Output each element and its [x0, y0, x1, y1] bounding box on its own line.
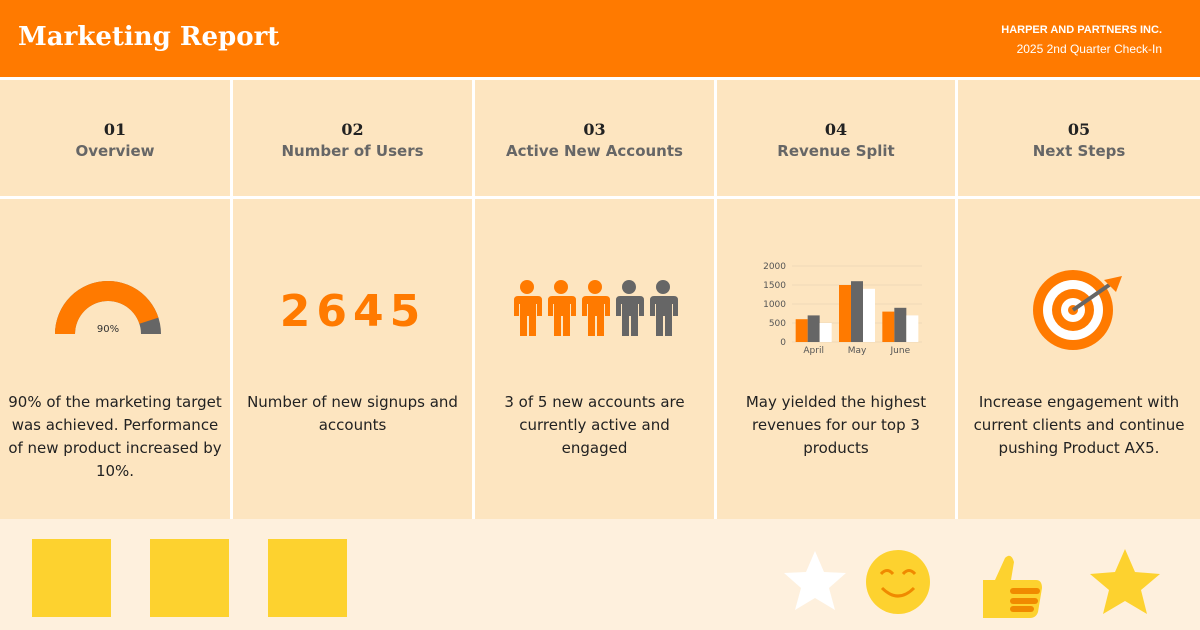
section-header: 01 Overview	[0, 80, 230, 196]
bar	[863, 288, 875, 342]
smiley	[866, 550, 930, 614]
person-body	[548, 296, 576, 336]
y-tick-label: 500	[769, 319, 786, 329]
gauge-label: 90%	[97, 324, 119, 335]
section-title: Number of Users	[281, 142, 424, 160]
section-header: 05 Next Steps	[958, 80, 1200, 196]
y-tick-label: 2000	[763, 262, 786, 272]
x-tick-label: April	[803, 346, 824, 356]
bar	[882, 311, 895, 342]
section-number: 04	[824, 120, 848, 139]
yellow-star	[1090, 549, 1160, 614]
person	[514, 280, 542, 336]
section-body: 90% of the marketing target was achieved…	[0, 199, 230, 519]
person-body	[616, 296, 644, 336]
company-name: HARPER AND PARTNERS INC.	[1001, 24, 1162, 36]
section-number: 01	[103, 120, 127, 139]
section-number: 05	[1067, 120, 1091, 139]
person-head	[520, 280, 534, 294]
section-body: 3 of 5 new accounts are currently active…	[475, 199, 714, 519]
kpi-value: 2645	[280, 286, 426, 337]
report-title: Marketing Report	[18, 22, 280, 52]
section-header: 02 Number of Users	[233, 80, 472, 196]
section-grid: 01 Overview 90% of the marketing target wa…	[0, 77, 1200, 519]
section-title: Next Steps	[1032, 142, 1126, 160]
x-tick-label: May	[848, 346, 867, 356]
bar	[795, 319, 808, 342]
section-body: Number of new signups and accounts	[233, 199, 472, 519]
section-description: Number of new signups and accounts	[247, 393, 458, 434]
section-body: May yielded the highest revenues for our…	[717, 199, 955, 519]
yellow-squares	[32, 539, 347, 617]
section-description: 90% of the marketing target was achieved…	[8, 393, 222, 480]
y-tick-label: 0	[780, 338, 786, 348]
person-head	[588, 280, 602, 294]
y-tick-label: 1000	[763, 300, 786, 310]
section-header: 03 Active New Accounts	[475, 80, 714, 196]
bar	[839, 285, 851, 342]
section-title: Overview	[75, 142, 155, 160]
section-header: 04 Revenue Split	[717, 80, 955, 196]
section-number: 02	[341, 120, 364, 139]
person-body	[582, 296, 610, 336]
section-description: May yielded the highest revenues for our…	[745, 393, 927, 457]
section-body: Increase engagement with current clients…	[958, 199, 1200, 519]
bar	[807, 315, 820, 342]
header: Marketing Report HARPER AND PARTNERS INC…	[0, 0, 1200, 77]
target-icon	[1033, 270, 1122, 350]
person	[616, 280, 644, 336]
person	[650, 280, 678, 336]
person-body	[650, 296, 678, 336]
gauge-fill	[55, 281, 159, 334]
x-tick-label: June	[890, 346, 911, 356]
bar	[851, 281, 863, 342]
people-group	[514, 280, 678, 336]
section-number: 03	[583, 120, 606, 139]
person-body	[514, 296, 542, 336]
bar	[894, 307, 907, 342]
person-head	[622, 280, 636, 294]
person	[582, 280, 610, 336]
bar	[906, 315, 919, 342]
person	[548, 280, 576, 336]
person-head	[554, 280, 568, 294]
section-description: 3 of 5 new accounts are currently active…	[504, 393, 685, 457]
person-head	[656, 280, 670, 294]
section-description: Increase engagement with current clients…	[973, 393, 1185, 457]
section-title: Revenue Split	[777, 142, 895, 160]
white-star	[784, 551, 846, 610]
y-tick-label: 1500	[763, 281, 786, 291]
report-subtitle: 2025 2nd Quarter Check-In	[1016, 42, 1162, 56]
thumbs-up	[983, 555, 1042, 618]
bar	[819, 323, 832, 342]
section-title: Active New Accounts	[506, 142, 683, 160]
